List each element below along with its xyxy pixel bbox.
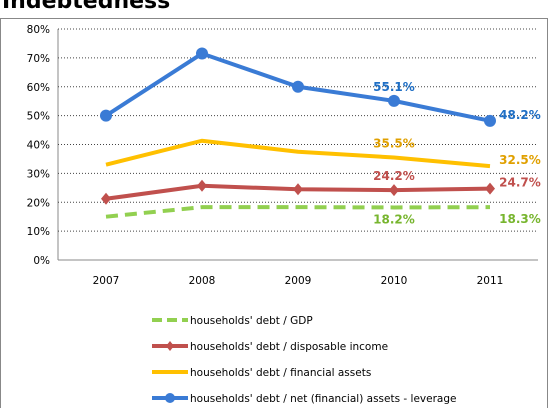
point — [293, 183, 303, 196]
data-label: 18.3% — [499, 212, 541, 226]
data-label: 24.7% — [499, 176, 541, 190]
y-tick-label: 40% — [27, 140, 50, 152]
data-label: 24.2% — [373, 169, 415, 183]
point — [292, 80, 304, 93]
x-tick-label: 2009 — [285, 275, 312, 287]
y-tick-label: 80% — [27, 24, 50, 36]
legend-label: households' debt / disposable income — [190, 341, 388, 353]
legend-label: households' debt / financial assets — [190, 367, 371, 379]
x-tick-label: 2010 — [381, 275, 408, 287]
data-label: 48.2% — [499, 108, 541, 122]
series-line — [105, 138, 491, 169]
chart-title: Indebtedness — [2, 0, 170, 14]
y-tick-label: 0% — [33, 255, 50, 267]
point — [100, 109, 112, 122]
x-tick-label: 2011 — [477, 275, 504, 287]
series-line — [105, 205, 491, 219]
data-label: 35.5% — [373, 136, 415, 150]
legend-label: households' debt / net (financial) asset… — [190, 393, 456, 405]
chart-frame — [0, 18, 548, 408]
point — [389, 184, 399, 197]
y-tick-label: 50% — [27, 111, 50, 123]
data-label: 18.2% — [373, 212, 415, 226]
legend-label: households' debt / GDP — [190, 315, 313, 327]
y-tick-label: 20% — [27, 197, 50, 209]
point — [485, 182, 495, 195]
point — [197, 179, 207, 192]
point — [388, 94, 400, 107]
data-label: 55.1% — [373, 80, 415, 94]
legend-marker — [165, 393, 175, 403]
data-label: 32.5% — [499, 153, 541, 167]
legend-marker — [166, 341, 174, 351]
x-tick-label: 2007 — [93, 275, 120, 287]
y-tick-label: 60% — [27, 82, 50, 94]
y-tick-label: 30% — [27, 168, 50, 180]
y-tick-label: 70% — [27, 53, 50, 65]
point — [484, 114, 496, 127]
point — [101, 192, 111, 205]
y-tick-label: 10% — [27, 226, 50, 238]
x-tick-label: 2008 — [189, 275, 216, 287]
point — [196, 47, 208, 60]
